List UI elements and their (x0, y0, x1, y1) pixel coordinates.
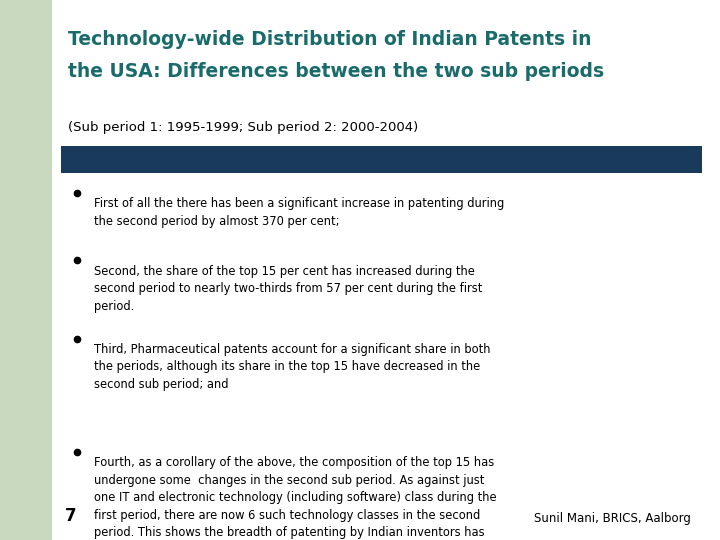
Text: (Sub period 1: 1995-1999; Sub period 2: 2000-2004): (Sub period 1: 1995-1999; Sub period 2: … (68, 122, 418, 134)
Text: the USA: Differences between the two sub periods: the USA: Differences between the two sub… (68, 62, 605, 81)
FancyBboxPatch shape (0, 0, 52, 540)
Text: Technology-wide Distribution of Indian Patents in: Technology-wide Distribution of Indian P… (68, 30, 592, 49)
Text: Third, Pharmaceutical patents account for a significant share in both
the period: Third, Pharmaceutical patents account fo… (94, 343, 490, 391)
Text: Second, the share of the top 15 per cent has increased during the
second period : Second, the share of the top 15 per cent… (94, 265, 482, 313)
Text: 7: 7 (65, 507, 76, 525)
FancyBboxPatch shape (61, 146, 702, 173)
Text: First of all the there has been a significant increase in patenting during
the s: First of all the there has been a signif… (94, 197, 504, 227)
Text: Sunil Mani, BRICS, Aalborg: Sunil Mani, BRICS, Aalborg (534, 512, 691, 525)
FancyBboxPatch shape (52, 0, 720, 540)
Text: Fourth, as a corollary of the above, the composition of the top 15 has
undergone: Fourth, as a corollary of the above, the… (94, 456, 496, 540)
